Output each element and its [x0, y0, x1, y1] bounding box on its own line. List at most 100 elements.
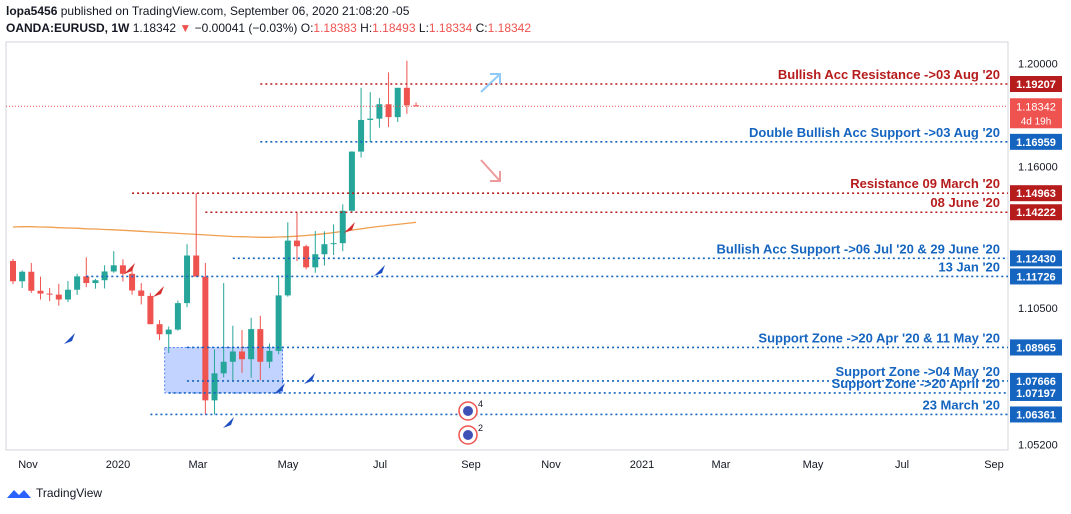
low-label: L: [418, 21, 429, 35]
candle-body [193, 255, 200, 277]
candle-body [239, 351, 245, 360]
candle [28, 262, 35, 293]
candle [394, 87, 401, 123]
candle-body [174, 303, 181, 330]
level-label: Double Bullish Acc Support ->03 Aug '20 [749, 125, 1000, 140]
published-text: published on TradingView.com, September … [60, 4, 410, 18]
price-tag-label: 1.12430 [1016, 253, 1056, 265]
x-tick-label: Nov [541, 459, 561, 471]
candle [211, 349, 218, 415]
candle [165, 326, 172, 354]
y-tick-label: 1.20000 [1018, 59, 1058, 71]
high-label: H: [360, 21, 373, 35]
candle [19, 270, 26, 288]
price-tag-label: 1.06361 [1016, 409, 1056, 421]
candle [321, 231, 328, 266]
candle [248, 317, 255, 378]
candle [303, 244, 310, 270]
level-label: Support Zone ->20 April '20 [832, 376, 1000, 391]
plot-border [5, 41, 1009, 451]
close-label: C: [475, 21, 488, 35]
candle-body [101, 271, 108, 281]
candle-body [376, 104, 383, 119]
candle-body [413, 105, 420, 107]
countdown-label: 4d 19h [1021, 116, 1052, 127]
level-label: Support Zone ->04 May '20 [835, 364, 1000, 379]
price-tag-label: 1.08965 [1016, 342, 1056, 354]
x-tick-label: May [803, 459, 824, 471]
price-tag-label: 1.11726 [1016, 271, 1055, 283]
x-tick-label: Mar [189, 459, 208, 471]
candle [275, 275, 282, 355]
candle [147, 293, 154, 325]
high-value: 1.18493 [372, 21, 416, 35]
candle [293, 212, 300, 262]
candle [358, 87, 365, 158]
candle-body [358, 119, 365, 152]
candle [83, 257, 90, 288]
rocket-icon [274, 383, 285, 394]
candle [119, 259, 126, 282]
price-tag-label: 1.16959 [1016, 137, 1056, 149]
moving-average-line [12, 221, 417, 238]
candle [202, 262, 209, 415]
publisher-name[interactable]: lopa5456 [6, 4, 58, 18]
rocket-icon [374, 265, 385, 276]
event-count-label: 4 [478, 399, 483, 409]
candle [376, 98, 383, 128]
candle-body [303, 246, 310, 268]
x-tick-label: Jul [373, 459, 387, 471]
price-tag [1010, 204, 1062, 221]
event-count-label: 2 [478, 423, 483, 433]
candle-body [257, 329, 264, 362]
candle [220, 283, 227, 378]
level-label: 23 March '20 [922, 397, 1000, 412]
candle-body [312, 254, 319, 268]
level-label: 13 Jan '20 [938, 259, 1000, 274]
price-tag [1010, 268, 1062, 285]
level-label: Bullish Acc Support ->06 Jul '20 & 29 Ju… [717, 241, 1001, 256]
candle-body [330, 243, 337, 245]
x-tick-label: May [278, 459, 299, 471]
price-tag [1010, 133, 1062, 150]
candle-body [46, 293, 53, 295]
candle-body [10, 260, 16, 282]
candle [312, 231, 319, 273]
x-tick-label: 2020 [106, 459, 130, 471]
candle [174, 300, 181, 331]
price-tag [1010, 339, 1062, 356]
symbol-name[interactable]: OANDA:EURUSD, 1W [6, 21, 130, 35]
level-label: 08 June '20 [930, 195, 1000, 210]
x-tick-label: Sep [461, 459, 481, 471]
flag-icon [463, 430, 473, 440]
candle [348, 151, 355, 213]
x-tick-label: Nov [18, 459, 38, 471]
candle-body [64, 289, 71, 300]
candle [55, 283, 62, 306]
y-tick-label: 1.10500 [1018, 303, 1058, 315]
rocket-icon [223, 417, 234, 428]
candle-body [229, 351, 236, 362]
price-tag [1010, 384, 1062, 401]
candle [74, 273, 81, 295]
candle [156, 320, 163, 341]
x-tick-label: 2021 [630, 459, 654, 471]
candle [229, 325, 236, 381]
current-price-label: 1.18342 [1016, 101, 1056, 113]
candle-body [403, 87, 410, 106]
candle-body [37, 290, 44, 294]
candle-body [248, 329, 255, 360]
rocket-icon [304, 373, 315, 384]
price-tag-label: 1.14963 [1016, 188, 1056, 200]
price-change: −0.00041 (−0.03%) [194, 21, 298, 35]
x-tick-label: Jul [895, 459, 909, 471]
up-arrow-icon [480, 73, 501, 93]
x-tick-label: Sep [984, 459, 1004, 471]
candle [239, 330, 245, 373]
candle-body [385, 104, 392, 118]
rocket-icon [64, 333, 75, 344]
rocket-icon [153, 286, 164, 297]
level-label: Support Zone ->20 Apr '20 & 11 May '20 [758, 330, 1000, 345]
footer: TradingView [6, 486, 102, 500]
